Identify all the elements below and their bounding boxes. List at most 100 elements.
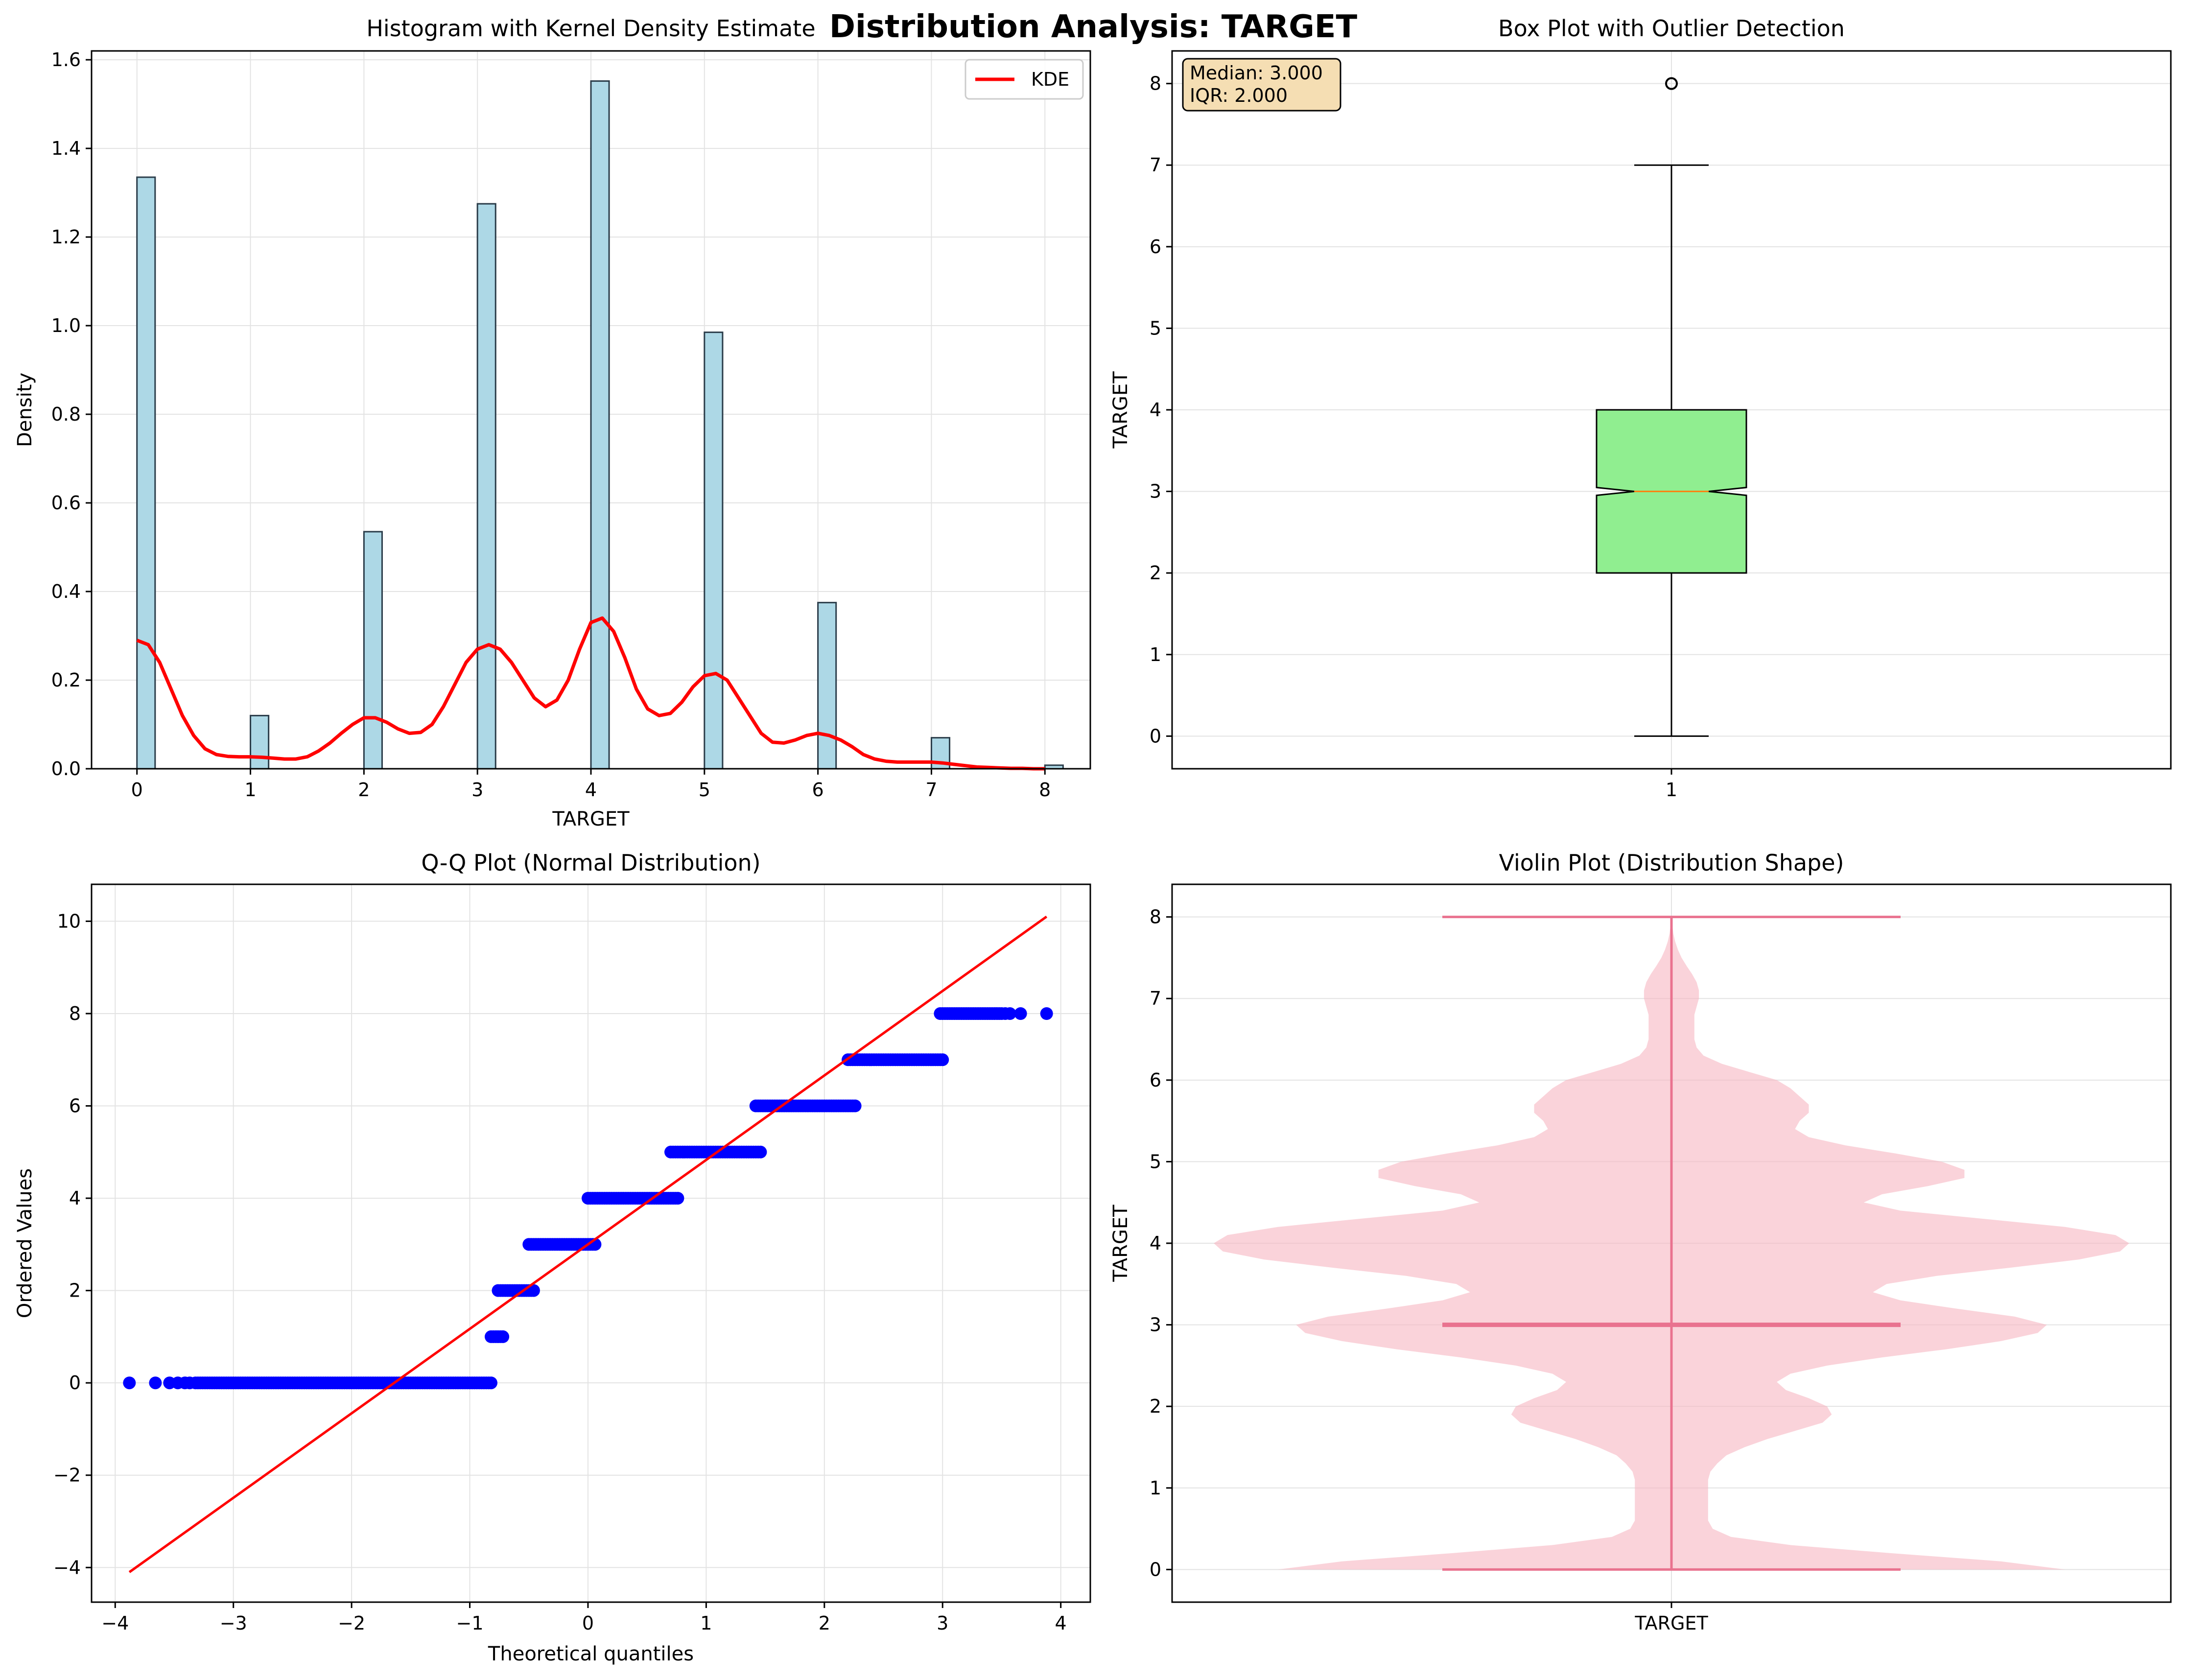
histogram-bar bbox=[136, 176, 156, 770]
y-tick-label: 4 bbox=[69, 1187, 81, 1209]
y-tick-label: 1.0 bbox=[51, 315, 81, 336]
y-tick-label: 0.6 bbox=[51, 492, 81, 514]
qq-ticks: −4 −3 −2 −1 0 1 2 3 4 −4 −2 0 2 4 6 8 10 bbox=[53, 910, 1067, 1634]
qq-ylabel: Ordered Values bbox=[14, 1168, 36, 1318]
histogram-bars bbox=[136, 80, 1064, 770]
x-tick-label: 7 bbox=[925, 779, 937, 801]
qq-panel: Q-Q Plot (Normal Distribution) −4 −3 −2 −1 0… bbox=[14, 850, 1091, 1665]
y-tick-label: 7 bbox=[1150, 988, 1161, 1009]
qq-title: Q-Q Plot (Normal Distribution) bbox=[421, 850, 760, 876]
violin-lines bbox=[1442, 916, 1901, 1571]
histogram-title: Histogram with Kernel Density Estimate bbox=[366, 15, 815, 42]
violin-ylabel: TARGET bbox=[1109, 1205, 1132, 1282]
legend-kde-label: KDE bbox=[1031, 69, 1069, 90]
stats-annotation-box bbox=[1182, 58, 1341, 112]
qq-point bbox=[1014, 1007, 1027, 1020]
y-tick-label: 6 bbox=[69, 1095, 81, 1117]
qq-point bbox=[183, 1376, 196, 1390]
boxplot-glyph bbox=[1596, 77, 1747, 737]
histogram-bar bbox=[363, 531, 383, 770]
y-tick-label: 4 bbox=[1150, 399, 1161, 421]
histogram-xlabel: TARGET bbox=[552, 808, 630, 830]
boxplot-ticks: 1 0 1 2 3 4 5 6 7 8 bbox=[1150, 73, 1677, 801]
y-tick-label: 0 bbox=[69, 1372, 81, 1394]
y-tick-label: 8 bbox=[1150, 906, 1161, 928]
x-tick-label: 0 bbox=[582, 1612, 594, 1634]
boxplot-panel: Box Plot with Outlier Detection 1 0 1 2 3 4 5 6… bbox=[1109, 15, 2172, 801]
violin-ticks: TARGET 0 1 2 3 4 5 6 7 8 bbox=[1150, 906, 1709, 1634]
stats-median-text: Median: 3.000 bbox=[1190, 62, 1323, 84]
y-tick-label: 1 bbox=[1150, 644, 1161, 665]
y-tick-label: 8 bbox=[69, 1003, 81, 1024]
y-tick-label: 0 bbox=[1150, 725, 1161, 747]
outlier-point bbox=[1665, 77, 1678, 90]
qq-point bbox=[496, 1330, 510, 1343]
x-tick-label: 3 bbox=[937, 1612, 948, 1634]
qq-points bbox=[123, 1007, 1053, 1390]
x-tick-label: −4 bbox=[101, 1612, 129, 1634]
qq-xlabel: Theoretical quantiles bbox=[488, 1643, 694, 1665]
qq-point bbox=[848, 1099, 862, 1112]
x-tick-label: 5 bbox=[699, 779, 710, 801]
qq-axes-frame bbox=[91, 883, 1091, 1603]
qq-point bbox=[754, 1145, 767, 1159]
x-tick-label: 1 bbox=[1666, 779, 1677, 801]
violin-panel: Violin Plot (Distribution Shape) TARGET 0… bbox=[1109, 850, 2172, 1634]
histogram-bar bbox=[704, 331, 724, 770]
x-tick-label: −2 bbox=[338, 1612, 365, 1634]
histogram-bar bbox=[817, 602, 837, 770]
qq-point bbox=[485, 1376, 497, 1390]
qq-point bbox=[1003, 1007, 1016, 1020]
y-tick-label: 1.4 bbox=[51, 138, 81, 159]
x-tick-label: 3 bbox=[471, 779, 483, 801]
x-tick-label: −1 bbox=[456, 1612, 484, 1634]
histogram-panel: Histogram with Kernel Density Estimate 0… bbox=[14, 15, 1091, 830]
kde-line bbox=[136, 616, 1045, 771]
y-tick-label: −4 bbox=[53, 1557, 81, 1578]
y-tick-label: 6 bbox=[1150, 1069, 1161, 1091]
x-tick-label: 1 bbox=[244, 779, 256, 801]
y-tick-label: 5 bbox=[1150, 1151, 1161, 1172]
histogram-ylabel: Density bbox=[14, 373, 36, 447]
histogram-ticks: 0 1 2 3 4 5 6 7 8 0.0 0.2 0.4 0.6 0.8 1.0 1.2 1.4 1.6 bbox=[51, 49, 1051, 801]
y-tick-label: 4 bbox=[1150, 1232, 1161, 1254]
x-tick-label: 4 bbox=[1055, 1612, 1067, 1634]
x-tick-label: 1 bbox=[700, 1612, 712, 1634]
y-tick-label: 3 bbox=[1150, 1314, 1161, 1336]
y-tick-label: −2 bbox=[53, 1465, 81, 1486]
figure-title: Distribution Analysis: TARGET bbox=[829, 9, 1358, 45]
histogram-bar bbox=[250, 714, 270, 770]
boxplot-ylabel: TARGET bbox=[1109, 371, 1132, 449]
x-tick-label: TARGET bbox=[1634, 1612, 1708, 1634]
y-tick-label: 3 bbox=[1150, 481, 1161, 502]
x-tick-label: 8 bbox=[1039, 779, 1051, 801]
legend-box bbox=[964, 59, 1084, 100]
boxplot-stats-annotation: Median: 3.000 IQR: 2.000 bbox=[1182, 58, 1341, 112]
qq-point bbox=[1040, 1007, 1053, 1020]
x-tick-label: −3 bbox=[220, 1612, 247, 1634]
violin-title: Violin Plot (Distribution Shape) bbox=[1499, 850, 1844, 876]
qq-point bbox=[936, 1053, 949, 1066]
stats-iqr-text: IQR: 2.000 bbox=[1190, 85, 1288, 106]
y-tick-label: 0.8 bbox=[51, 403, 81, 425]
y-tick-label: 7 bbox=[1150, 154, 1161, 176]
y-tick-label: 0.0 bbox=[51, 758, 81, 780]
x-tick-label: 0 bbox=[131, 779, 143, 801]
y-tick-label: 10 bbox=[57, 910, 81, 932]
y-tick-label: 0 bbox=[1150, 1559, 1161, 1580]
y-tick-label: 2 bbox=[69, 1280, 81, 1301]
y-tick-label: 2 bbox=[1150, 562, 1161, 584]
histogram-bar bbox=[476, 203, 496, 770]
y-tick-label: 0.2 bbox=[51, 669, 81, 691]
y-tick-label: 0.4 bbox=[51, 581, 81, 602]
y-tick-label: 1.2 bbox=[51, 226, 81, 248]
x-tick-label: 2 bbox=[358, 779, 370, 801]
y-tick-label: 6 bbox=[1150, 236, 1161, 258]
qq-reference-line bbox=[128, 915, 1048, 1573]
y-tick-label: 1 bbox=[1150, 1477, 1161, 1499]
x-tick-label: 4 bbox=[585, 779, 597, 801]
histogram-bar bbox=[590, 80, 610, 770]
y-tick-label: 1.6 bbox=[51, 49, 81, 71]
